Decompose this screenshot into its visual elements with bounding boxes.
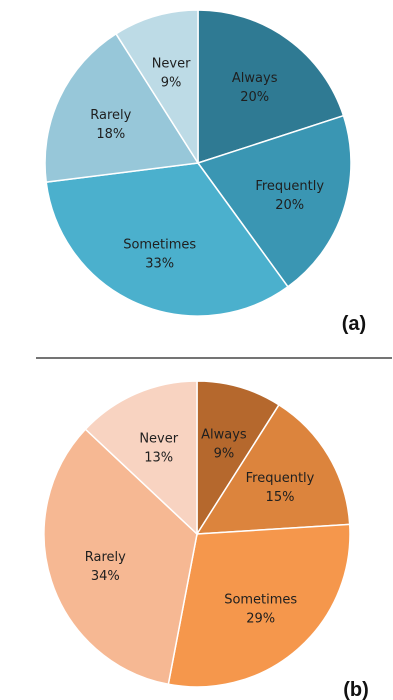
pie-slice-a-sometimes: [45, 162, 289, 317]
slice-label-b-frequently: Frequently: [246, 471, 315, 486]
slice-value-b-frequently: 15%: [266, 490, 295, 505]
slice-label-a-sometimes: Sometimes: [123, 238, 196, 253]
pie-slice-a-frequently: [196, 114, 352, 288]
pie-slice-b-rarely: [43, 428, 198, 686]
slice-value-b-always: 9%: [214, 446, 235, 461]
pie-slice-b-always: [196, 380, 281, 537]
panel-label-a: (a): [342, 313, 366, 335]
slice-value-b-never: 13%: [144, 451, 173, 466]
slice-label-b-always: Always: [201, 427, 247, 442]
slice-label-a-frequently: Frequently: [255, 179, 324, 194]
panel-label-b: (b): [343, 679, 369, 700]
slice-value-a-sometimes: 33%: [145, 257, 174, 272]
pie-slice-a-rarely: [44, 32, 200, 184]
pie-chart-b: Always 9% Frequently 15% Sometimes 29% Rarely 3…: [43, 380, 351, 688]
pie-slice-b-frequently: [195, 403, 351, 535]
slice-label-a-always: Always: [232, 71, 278, 86]
slice-value-b-rarely: 34%: [91, 569, 120, 584]
slice-label-b-sometimes: Sometimes: [224, 592, 297, 607]
slice-value-a-frequently: 20%: [275, 198, 304, 213]
slice-label-b-never: Never: [139, 432, 178, 447]
slice-value-a-never: 9%: [161, 75, 182, 90]
pie-slice-b-never: [84, 380, 198, 536]
pie-chart-a: Always 20% Frequently 20% Sometimes 33% Rarely…: [44, 9, 352, 317]
pie-slice-a-always: [197, 9, 345, 165]
slice-label-a-never: Never: [152, 56, 191, 71]
slice-value-a-rarely: 18%: [96, 127, 125, 142]
pie-slice-a-never: [114, 9, 199, 166]
slice-value-b-sometimes: 29%: [246, 611, 275, 626]
pie-slice-b-sometimes: [167, 523, 351, 688]
slice-value-a-always: 20%: [240, 90, 269, 105]
slice-label-a-rarely: Rarely: [90, 108, 131, 123]
slice-label-b-rarely: Rarely: [85, 550, 126, 565]
